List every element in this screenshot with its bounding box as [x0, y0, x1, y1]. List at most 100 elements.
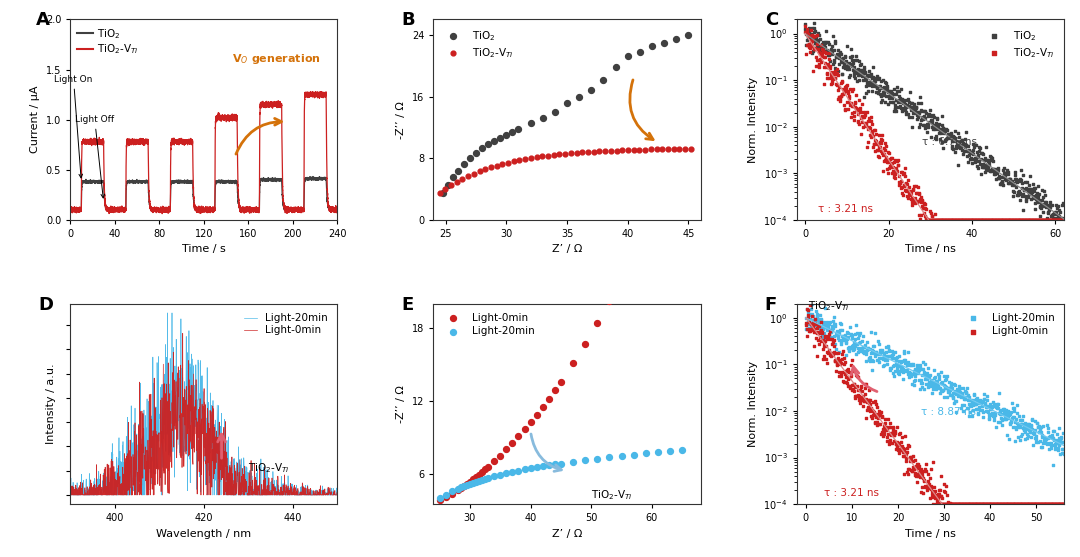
TiO$_2$	[841, 65, 859, 74]
Light-20min	[947, 380, 964, 389]
Light-0min	[939, 500, 956, 509]
Light-0min	[1029, 500, 1047, 509]
TiO$_2$-V$_{Ti}$	[671, 144, 688, 153]
TiO$_2$-V$_{Ti}$	[798, 40, 815, 49]
Light-20min	[1025, 428, 1042, 437]
Light-0min	[956, 500, 973, 509]
TiO$_2$	[827, 53, 845, 62]
Text: B: B	[402, 12, 415, 30]
TiO$_2$-V$_{Ti}$	[932, 216, 949, 224]
TiO$_2$	[912, 99, 929, 108]
TiO$_2$	[978, 155, 996, 164]
Light-0min	[179, 383, 192, 390]
Light-20min	[875, 362, 892, 371]
Light-0min	[449, 486, 467, 495]
Light-20min	[1022, 427, 1039, 436]
Light-0min	[919, 470, 936, 478]
Light-20min	[888, 359, 905, 368]
TiO$_2$	[834, 62, 851, 71]
Light-0min	[1048, 500, 1065, 509]
Text: V$_O$ generation: V$_O$ generation	[231, 52, 321, 66]
TiO$_2$-V$_{Ti}$	[970, 216, 987, 224]
TiO$_2$	[1009, 191, 1026, 200]
TiO$_2$-V$_{Ti}$	[868, 137, 886, 146]
Light-20min	[805, 311, 822, 320]
Light-0min	[989, 500, 1007, 509]
Light-0min	[875, 432, 892, 441]
Light-0min	[974, 500, 991, 509]
TiO$_2$	[917, 121, 934, 130]
TiO$_2$-V$_{Ti}$	[963, 216, 981, 224]
Light-0min	[1010, 500, 1027, 509]
Light-20min	[951, 388, 969, 397]
Light-20min	[927, 376, 944, 385]
TiO$_2$-V$_{Ti}$	[835, 90, 852, 99]
TiO$_2$-V$_{Ti}$	[1008, 216, 1025, 224]
Light-20min	[813, 315, 831, 324]
Light-0min	[897, 456, 915, 465]
TiO$_2$-V$_{Ti}$	[805, 32, 822, 41]
TiO$_2$	[947, 127, 964, 136]
Light-0min	[1008, 500, 1025, 509]
Light-20min	[1041, 432, 1058, 441]
Light-20min	[918, 379, 935, 388]
Light-20min	[1000, 434, 1017, 443]
TiO$_2$	[1028, 189, 1045, 198]
TiO$_2$-V$_{Ti}$	[856, 110, 874, 119]
TiO$_2$	[919, 121, 936, 130]
Light-20min	[885, 369, 902, 378]
Light-0min	[984, 500, 1001, 509]
Light-20min	[900, 369, 917, 378]
Light-20min	[838, 337, 855, 346]
Light-20min	[815, 328, 833, 337]
Light-20min	[1028, 419, 1045, 428]
TiO$_2$	[1003, 180, 1021, 189]
Light-20min	[856, 340, 874, 349]
Light-0min	[843, 356, 861, 365]
TiO$_2$	[946, 134, 963, 143]
TiO$_2$-V$_{Ti}$	[881, 164, 899, 173]
TiO$_2$	[814, 43, 832, 52]
Light-20min	[831, 348, 848, 357]
TiO$_2$-V$_{Ti}$	[983, 216, 1000, 224]
TiO$_2$-V$_{Ti}$	[967, 216, 984, 224]
Light-20min	[1045, 436, 1063, 444]
TiO$_2$	[1043, 201, 1061, 210]
TiO$_2$-V$_{Ti}$	[855, 113, 873, 121]
Light-20min	[957, 393, 974, 402]
Light-0min	[804, 320, 821, 329]
TiO$_2$	[876, 91, 893, 100]
Light-0min	[1031, 500, 1049, 509]
Light-20min	[841, 323, 859, 331]
Light-0min	[957, 500, 974, 509]
TiO$_2$	[1021, 171, 1038, 180]
Light-0min	[204, 492, 217, 499]
Light-0min	[852, 395, 869, 404]
Light-0min	[941, 500, 958, 509]
Light-0min	[955, 500, 972, 509]
TiO$_2$	[945, 144, 962, 153]
TiO$_2$	[937, 134, 955, 143]
Light-0min	[848, 370, 865, 379]
TiO$_2$	[900, 102, 917, 111]
TiO$_2$-V$_{Ti}$	[1005, 216, 1023, 224]
TiO$_2$	[919, 128, 936, 136]
Light-20min	[1013, 419, 1030, 428]
TiO$_2$-V$_{Ti}$	[842, 113, 860, 121]
TiO$_2$	[847, 66, 864, 75]
TiO$_2$-V$_{Ti}$	[805, 31, 822, 40]
Light-0min	[837, 367, 854, 375]
TiO$_2$-V$_{Ti}$	[832, 97, 849, 106]
Light-20min	[853, 336, 870, 345]
TiO$_2$	[840, 59, 858, 68]
Light-20min	[916, 368, 933, 377]
Light-0min	[944, 500, 961, 509]
Light-20min	[971, 396, 988, 405]
Light-0min	[431, 496, 448, 505]
Light-20min	[808, 311, 825, 320]
Light-0min	[813, 329, 831, 338]
Light-20min	[990, 389, 1008, 398]
Light-0min	[831, 355, 848, 364]
Light-20min	[962, 402, 980, 411]
Light-20min	[973, 397, 990, 406]
